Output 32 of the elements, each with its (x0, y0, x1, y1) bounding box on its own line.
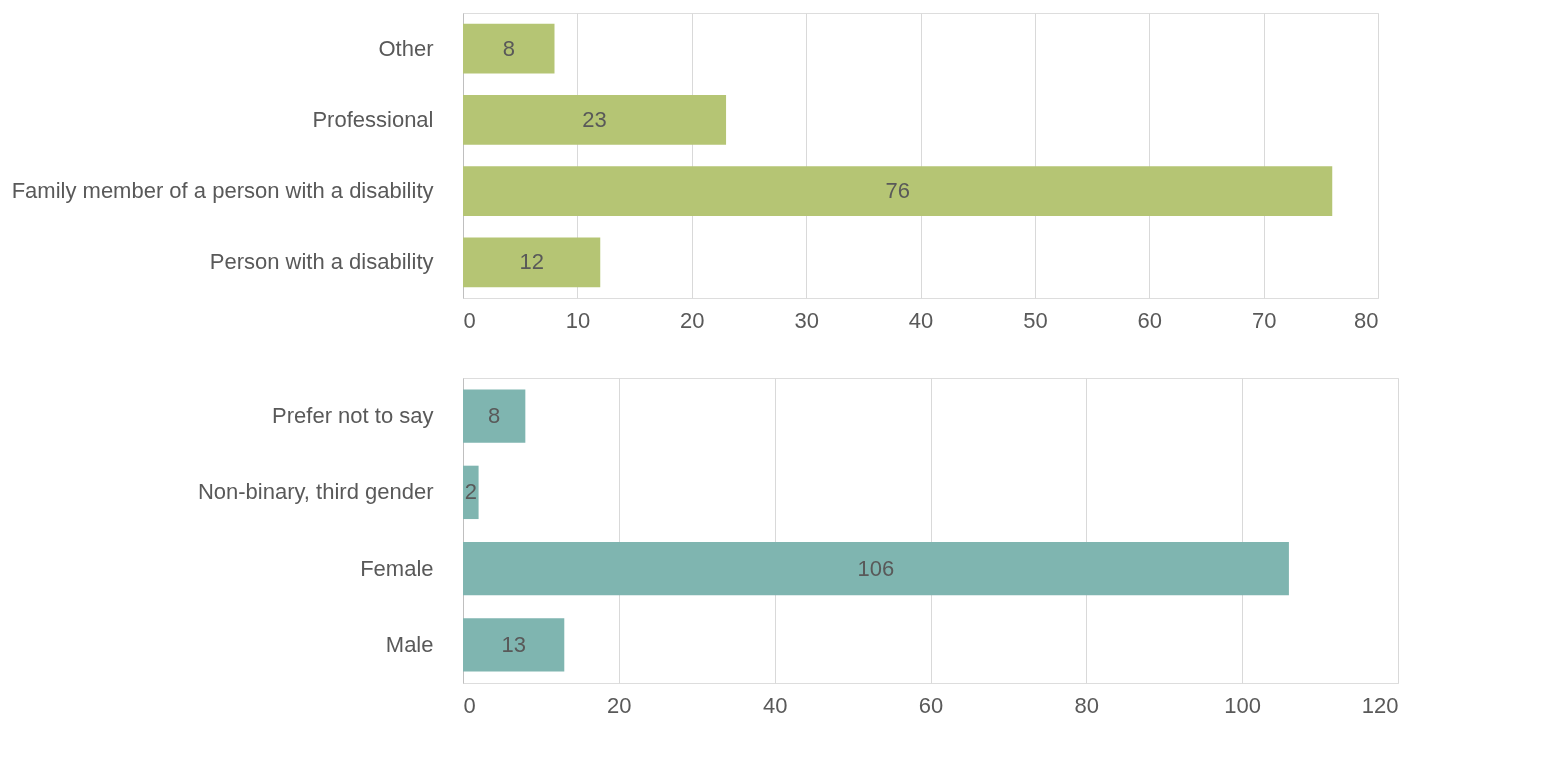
y-tick-label: Male (385, 631, 434, 657)
x-tick-label: 80 (1074, 692, 1100, 718)
x-tick-label: 80 (1354, 307, 1379, 333)
x-tick-label: 50 (1023, 307, 1048, 333)
y-tick-label: Person with a disability (209, 249, 434, 275)
data-label: 23 (582, 106, 607, 132)
x-tick-label: 70 (1251, 307, 1277, 333)
x-tick-label: 0 (463, 307, 476, 333)
x-tick-label: 20 (680, 307, 705, 333)
y-tick-label: Prefer not to say (272, 403, 434, 429)
y-tick-label: Female (360, 555, 434, 581)
data-label: 12 (519, 249, 544, 275)
x-tick-label: 100 (1224, 692, 1262, 718)
y-tick-label: Professional (312, 106, 434, 132)
x-tick-label: 10 (565, 307, 591, 333)
data-label: 13 (501, 631, 526, 657)
x-tick-label: 40 (762, 692, 788, 718)
data-label: 8 (488, 403, 501, 429)
data-label: 106 (857, 555, 895, 581)
x-tick-label: 60 (1137, 307, 1162, 333)
data-label: 76 (885, 178, 910, 204)
y-tick-label: Family member of a person with a disability (11, 178, 434, 204)
x-tick-label: 0 (463, 692, 476, 718)
x-tick-label: 40 (908, 307, 934, 333)
data-label: 2 (464, 479, 477, 505)
x-tick-label: 30 (794, 307, 819, 333)
y-tick-label: Other (378, 35, 434, 61)
x-tick-label: 20 (607, 692, 632, 718)
y-tick-label: Non-binary, third gender (197, 479, 434, 505)
x-tick-label: 60 (918, 692, 944, 718)
x-tick-label: 120 (1361, 692, 1399, 718)
data-label: 8 (502, 35, 515, 61)
